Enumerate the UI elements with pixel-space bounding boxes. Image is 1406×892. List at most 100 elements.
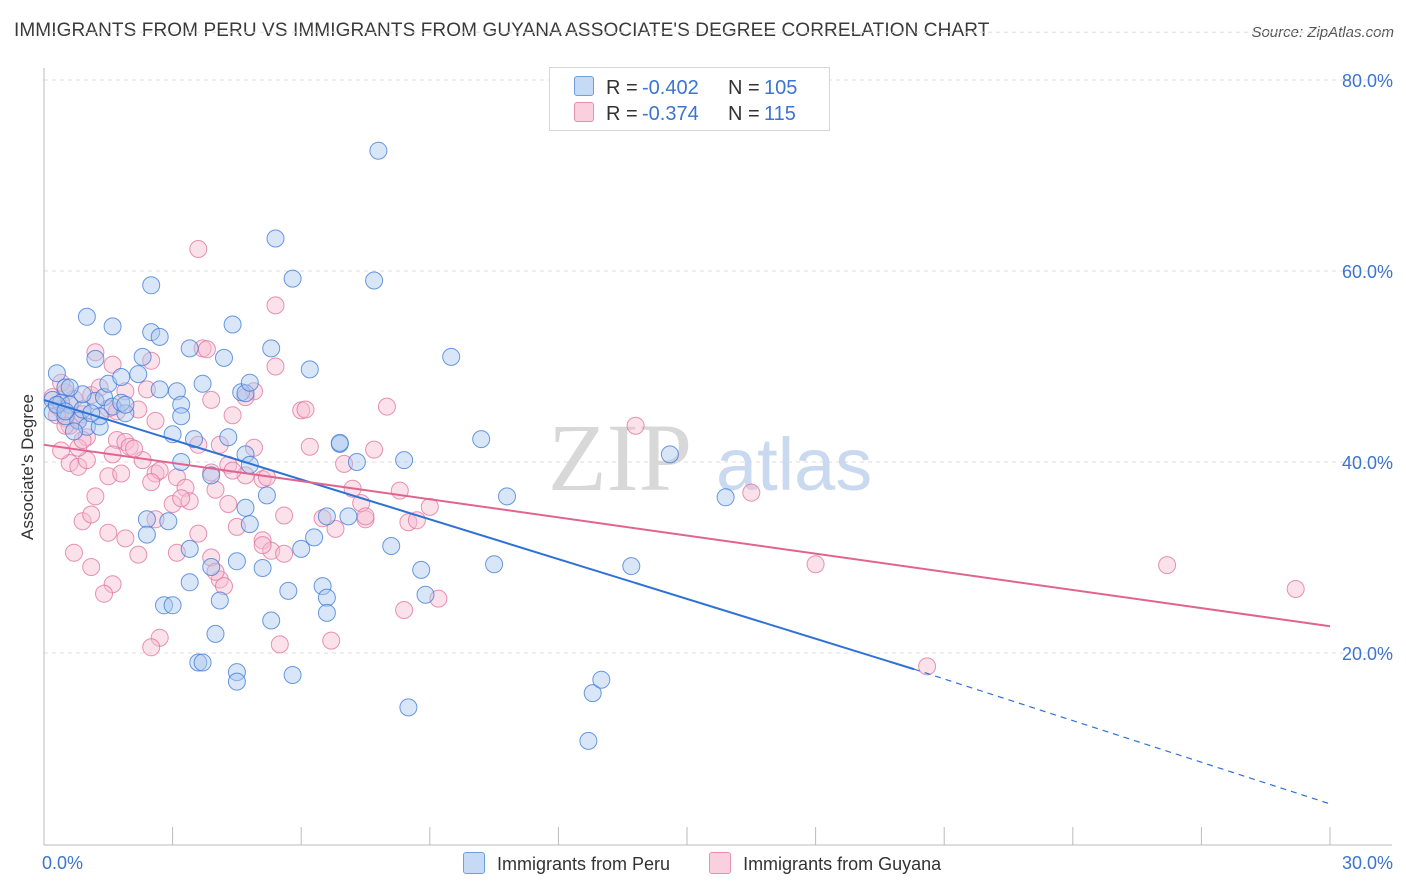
tick-labels: 20.0% 40.0% 60.0% 80.0% 0.0% 30.0%	[42, 71, 1393, 873]
point-peru	[112, 368, 131, 386]
point-peru	[472, 430, 491, 449]
point-guyana	[202, 548, 221, 567]
stats-legend-row-peru: R = -0.402 N = 105	[574, 76, 797, 100]
point-peru	[206, 624, 225, 643]
point-peru	[416, 585, 435, 604]
point-guyana	[742, 483, 761, 502]
grid-lines	[44, 31, 1392, 654]
point-guyana	[52, 441, 71, 460]
trend-lines	[43, 398, 1331, 805]
point-guyana	[82, 558, 101, 576]
point-guyana	[112, 464, 131, 483]
point-peru	[137, 525, 156, 544]
point-guyana	[197, 340, 216, 359]
x-tick-label: 30.0%	[1342, 853, 1393, 873]
watermark-atlas: atlas	[716, 423, 872, 506]
point-peru	[330, 433, 349, 452]
point-guyana	[116, 382, 135, 401]
legend-item-peru[interactable]: Immigrants from Peru	[463, 852, 670, 875]
y-tick-label: 80.0%	[1342, 71, 1393, 91]
point-guyana	[65, 543, 83, 562]
point-guyana	[626, 416, 645, 435]
r-value: -0.402	[642, 77, 699, 99]
point-peru	[236, 384, 255, 403]
trend-line-peru	[43, 398, 915, 671]
point-peru	[172, 407, 191, 426]
point-peru	[47, 364, 66, 383]
chart-title: IMMIGRANTS FROM PERU VS IMMIGRANTS FROM …	[14, 20, 990, 41]
point-guyana	[137, 380, 156, 399]
y-tick-label: 60.0%	[1342, 262, 1393, 282]
point-peru	[227, 672, 246, 691]
point-peru	[313, 577, 332, 596]
point-peru	[399, 698, 418, 717]
trend-line-peru-extension	[914, 668, 1331, 805]
point-peru	[180, 339, 199, 358]
point-guyana	[215, 577, 233, 596]
point-peru	[279, 581, 298, 600]
n-value: 115	[764, 103, 796, 125]
point-guyana	[266, 296, 285, 315]
stats-legend-row-guyana: R = -0.374 N = 115	[574, 102, 796, 126]
point-guyana	[176, 478, 195, 497]
point-guyana	[275, 506, 294, 525]
point-peru	[159, 512, 178, 531]
point-peru	[82, 404, 101, 423]
point-guyana	[172, 489, 191, 508]
point-peru	[189, 653, 208, 672]
watermark: ZIP atlas	[548, 404, 872, 511]
r-value: -0.374	[642, 103, 699, 125]
data-points	[43, 141, 1305, 750]
point-peru	[215, 348, 233, 367]
point-guyana	[219, 495, 238, 513]
point-peru	[180, 539, 199, 558]
point-peru	[485, 555, 504, 574]
point-peru	[193, 653, 212, 672]
point-peru	[339, 507, 358, 526]
point-peru	[257, 486, 276, 505]
point-guyana	[146, 411, 165, 430]
point-peru	[180, 573, 199, 592]
point-guyana	[223, 406, 242, 425]
point-peru	[442, 347, 461, 366]
point-guyana	[326, 519, 345, 538]
point-peru	[369, 141, 388, 160]
chart-source: Source: ZipAtlas.com	[1251, 24, 1394, 41]
point-guyana	[377, 397, 396, 416]
point-peru	[219, 428, 238, 447]
point-peru	[283, 666, 302, 684]
series-legend: Immigrants from Peru Immigrants from Guy…	[463, 852, 975, 875]
point-guyana	[103, 355, 122, 374]
point-guyana	[918, 657, 937, 676]
point-peru	[283, 269, 302, 288]
point-peru	[240, 373, 259, 392]
point-guyana	[142, 351, 161, 370]
point-guyana	[189, 240, 208, 258]
peru-swatch	[463, 852, 485, 874]
point-peru	[395, 451, 414, 470]
point-guyana	[99, 523, 118, 542]
point-peru	[137, 510, 156, 529]
trend-line-guyana	[43, 443, 1331, 628]
point-peru	[347, 453, 366, 471]
point-guyana	[300, 437, 319, 456]
point-peru	[77, 307, 96, 326]
point-peru	[193, 374, 212, 393]
point-peru	[163, 596, 182, 615]
point-guyana	[142, 638, 161, 657]
point-peru	[142, 323, 161, 342]
point-guyana	[125, 439, 143, 458]
point-guyana	[275, 544, 294, 563]
point-guyana	[86, 343, 105, 362]
point-peru	[86, 349, 105, 368]
point-peru	[227, 552, 246, 571]
point-peru	[365, 271, 384, 290]
legend-item-guyana[interactable]: Immigrants from Guyana	[709, 852, 941, 875]
r-label: R =	[606, 77, 638, 99]
point-guyana	[163, 495, 182, 513]
point-guyana	[90, 378, 109, 397]
guyana-swatch	[574, 102, 594, 122]
point-peru	[583, 684, 602, 703]
point-peru	[103, 317, 122, 336]
